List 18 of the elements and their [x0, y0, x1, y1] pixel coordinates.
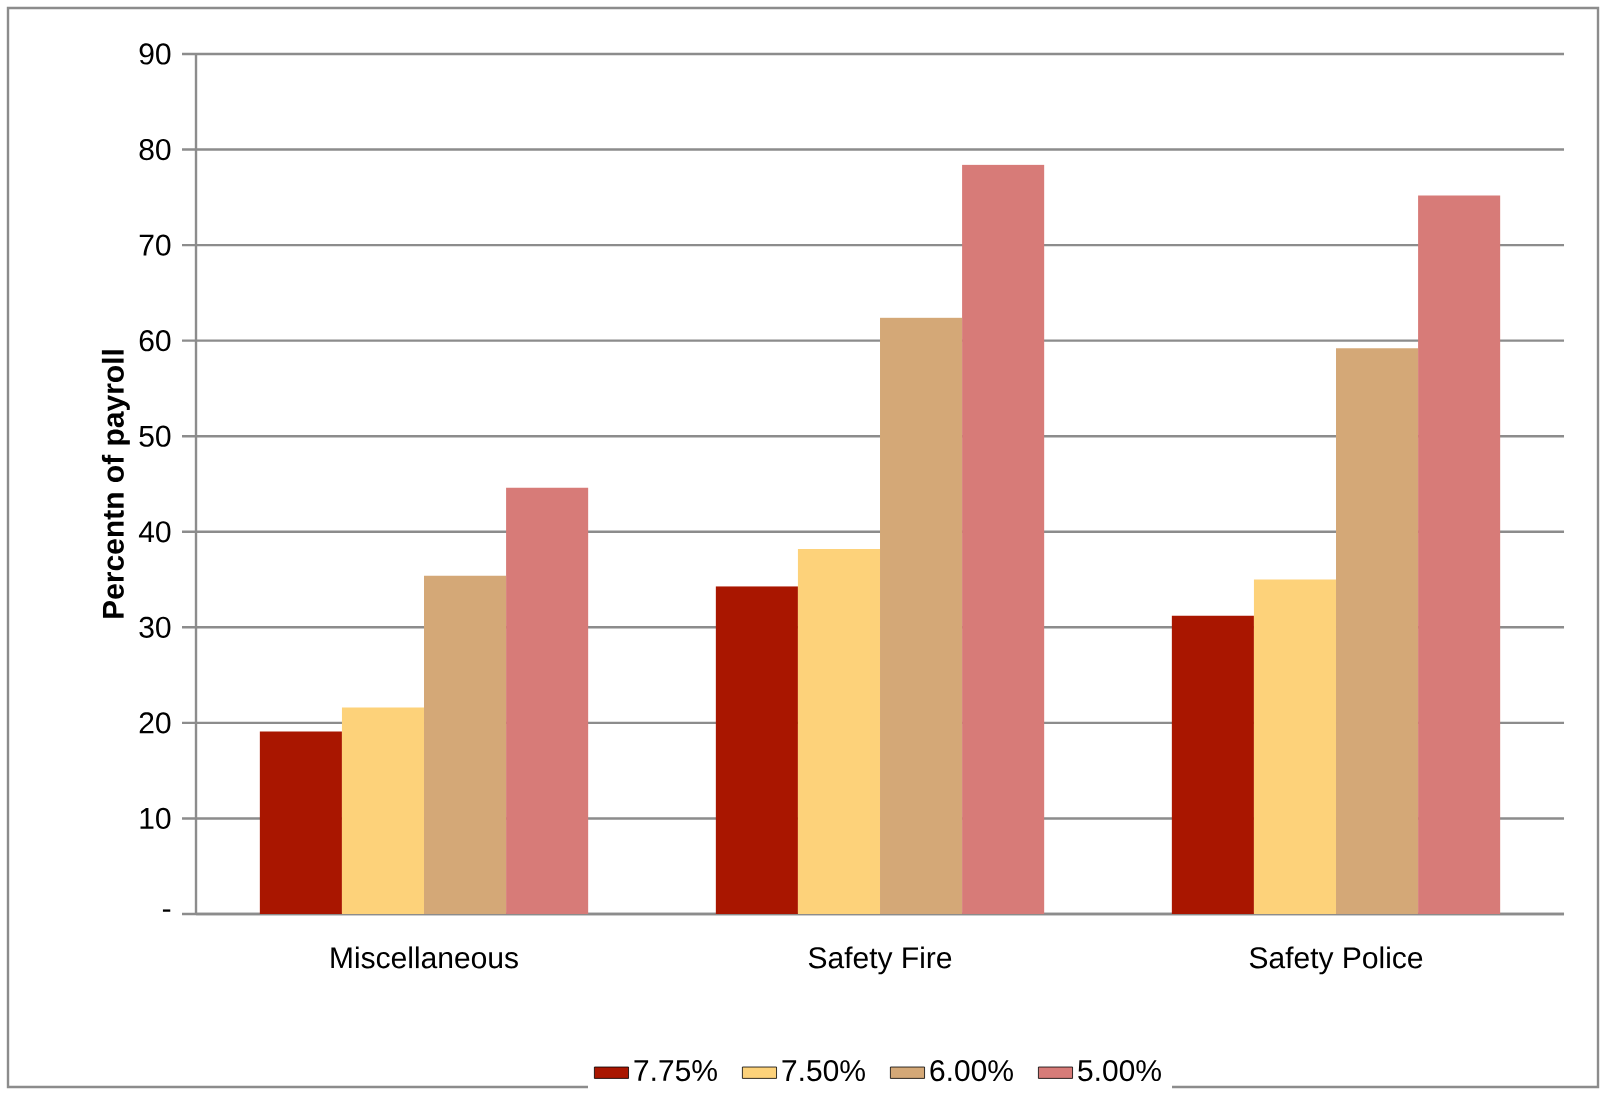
y-tick-label: 20: [139, 712, 171, 734]
legend-label: 6.00%: [930, 1059, 1013, 1082]
y-tick-label: 10: [140, 807, 171, 830]
legend-label: 7.50%: [782, 1059, 865, 1082]
y-tick-label: -: [162, 909, 171, 912]
y-axis-title: Percentn of payroll: [101, 350, 130, 618]
y-tick-label: 80: [139, 138, 171, 161]
y-tick-label: 30: [139, 616, 171, 638]
legend-label: 5.00%: [1078, 1059, 1161, 1082]
legend-label: 7.75%: [634, 1060, 717, 1082]
y-tick-label: 70: [139, 234, 171, 256]
y-tick-label: 50: [139, 425, 171, 447]
y-tick-label: 60: [139, 330, 171, 352]
x-tick-label: Safety Fire: [808, 946, 952, 975]
y-tick-label: 90: [139, 43, 171, 65]
y-tick-label: 40: [138, 521, 171, 543]
x-tick-label: Miscellaneous: [331, 946, 518, 969]
x-tick-label: Safety Police: [1249, 946, 1423, 975]
